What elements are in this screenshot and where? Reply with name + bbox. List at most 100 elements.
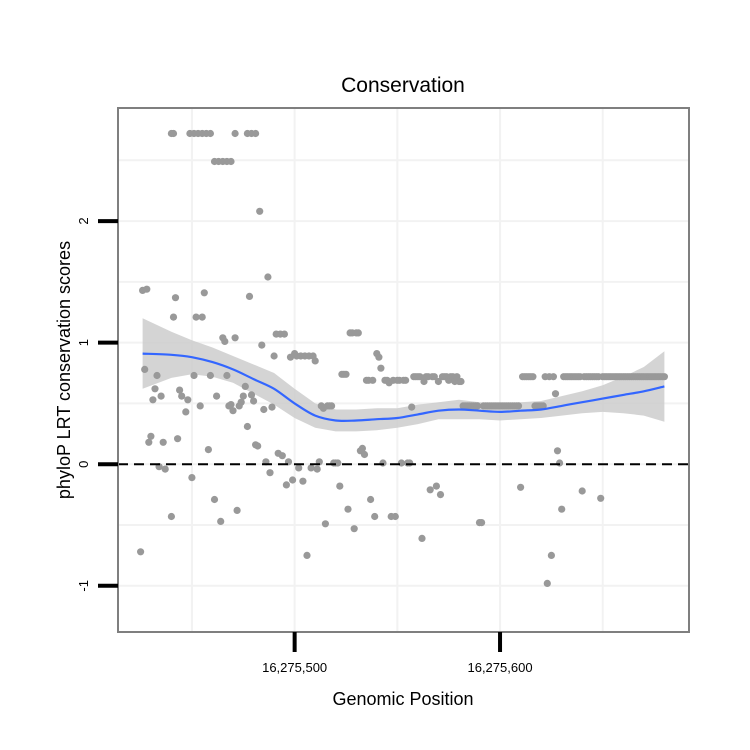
data-point [358,444,366,452]
data-point [391,512,399,521]
data-point [198,313,206,321]
data-point [430,373,438,381]
data-point [402,376,410,384]
data-point [397,459,405,467]
y-tick-label: -1 [76,580,91,592]
data-point [237,398,245,406]
axis-ticks: 16,275,500 16,275,600 -1 0 1 2 [76,217,533,675]
data-point [153,371,161,380]
data-point [514,402,523,410]
x-tick-label: 16,275,500 [262,660,327,675]
data-point [432,482,440,490]
data-point [311,357,319,365]
data-point [406,459,414,467]
data-point [350,525,358,533]
data-point [171,294,180,302]
data-point [436,491,445,499]
panel-border-layer [117,107,690,633]
data-point [210,495,219,504]
data-point [190,371,198,380]
data-point [408,403,416,411]
data-point [313,465,321,473]
data-point [549,373,558,381]
data-point [159,438,167,446]
data-point [268,403,276,411]
data-point [206,371,214,380]
data-point [250,397,258,405]
data-point [457,377,465,386]
chart-title: Conservation [341,74,465,97]
y-tick-label: 2 [76,217,91,224]
data-point [200,289,208,297]
data-point [416,373,424,381]
data-point [295,464,303,472]
data-point [303,551,311,560]
data-point [597,494,605,502]
data-point [379,459,387,467]
data-point [182,408,190,416]
data-point [258,341,266,349]
data-point [264,273,272,281]
data-point [176,386,184,394]
data-point [360,450,369,459]
data-point [371,512,379,521]
data-point [354,329,362,337]
data-point [174,435,182,443]
data-point [517,483,525,491]
data-point [254,442,262,450]
data-point [188,474,196,482]
data-point [342,370,350,378]
data-point [231,334,239,342]
data-point [204,446,212,454]
data-point [229,407,237,415]
data-point [157,392,165,400]
data-point [558,505,566,513]
data-point [161,465,169,473]
data-point [375,353,383,361]
data-point [149,396,157,404]
data-point [299,477,307,485]
data-point [529,373,537,381]
y-tick-label: 1 [76,339,91,346]
panel-border [117,107,690,633]
smooth-line [142,352,665,423]
data-point [553,447,562,455]
data-point [241,382,249,390]
data-point [231,129,239,138]
data-point [192,313,200,321]
data-point [223,371,231,380]
data-point [143,285,151,293]
data-point [377,364,385,372]
data-point [551,390,560,398]
data-point [328,402,336,410]
data-point [334,459,342,467]
data-point [147,432,155,440]
data-point [247,391,256,399]
data-point [233,506,241,514]
data-point [196,402,204,410]
data-point [426,486,434,494]
data-point [227,157,235,166]
data-point [227,401,235,409]
data-point [169,129,178,138]
data-point [434,377,442,386]
data-point [245,292,254,300]
data-point [418,534,426,543]
data-point [369,376,377,384]
smooth-line-layer [142,352,665,423]
data-point [543,579,551,588]
data-point [206,129,214,138]
data-point [260,405,268,414]
data-point [145,438,153,446]
data-point [307,464,315,472]
y-tick-label: 0 [76,461,91,468]
data-point [151,385,159,393]
data-point [289,476,297,484]
data-point [344,505,352,513]
data-point [539,402,547,410]
data-point [578,487,586,495]
y-axis-title: phyloP LRT conservation scores [54,241,74,499]
data-point [660,373,669,381]
data-point [321,520,329,528]
